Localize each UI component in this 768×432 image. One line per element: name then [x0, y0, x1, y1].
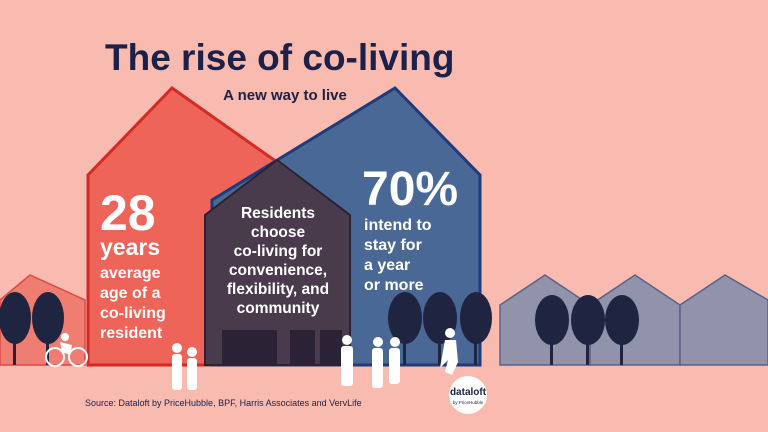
- right-text-line: intend to: [364, 217, 432, 234]
- left-text-line: resident: [100, 325, 163, 342]
- window: [320, 330, 342, 365]
- middle-text-line: co-living for: [234, 243, 323, 260]
- logo-tagline: by PriceHubble: [453, 400, 484, 405]
- right-text-line: stay for: [364, 237, 422, 254]
- middle-text-line: choose: [251, 224, 306, 241]
- logo-name: dataloft: [450, 387, 487, 398]
- people: [45, 328, 458, 390]
- person: [389, 337, 400, 384]
- window: [290, 330, 315, 365]
- tree: [32, 292, 64, 365]
- cyclist: [45, 333, 88, 367]
- left-text-line: average: [100, 265, 161, 282]
- tree: [460, 292, 492, 365]
- middle-text-line: community: [237, 300, 320, 317]
- tree: [0, 292, 31, 365]
- trees: [0, 292, 639, 365]
- right-figure: 70%: [362, 163, 458, 216]
- right-text-line: a year: [364, 257, 410, 274]
- tree: [571, 295, 605, 365]
- logo-badge: [449, 376, 487, 414]
- person: [187, 347, 197, 390]
- logo: dataloft by PriceHubble: [449, 376, 487, 414]
- left-text-line: co-living: [100, 305, 166, 322]
- tree: [388, 292, 422, 365]
- tree: [535, 295, 569, 365]
- middle-text-line: flexibility, and: [227, 281, 329, 298]
- middle-text-line: Residents: [241, 205, 315, 222]
- person: [341, 335, 353, 386]
- person: [440, 328, 458, 375]
- house-bg: [679, 274, 768, 366]
- left-unit: years: [100, 234, 160, 260]
- left-text-line: age of a: [100, 285, 161, 302]
- title: The rise of co-living: [105, 37, 455, 78]
- tree: [605, 295, 639, 365]
- person: [172, 343, 182, 390]
- overlap-house: [204, 158, 351, 366]
- subtitle: A new way to live: [223, 87, 347, 104]
- window: [222, 330, 277, 365]
- middle-text-line: convenience,: [229, 262, 327, 279]
- left-figure: 28: [100, 185, 156, 241]
- source: Source: Dataloft by PriceHubble, BPF, Ha…: [85, 398, 362, 408]
- windows: [222, 330, 342, 365]
- person: [372, 337, 383, 388]
- right-text-line: or more: [364, 277, 424, 294]
